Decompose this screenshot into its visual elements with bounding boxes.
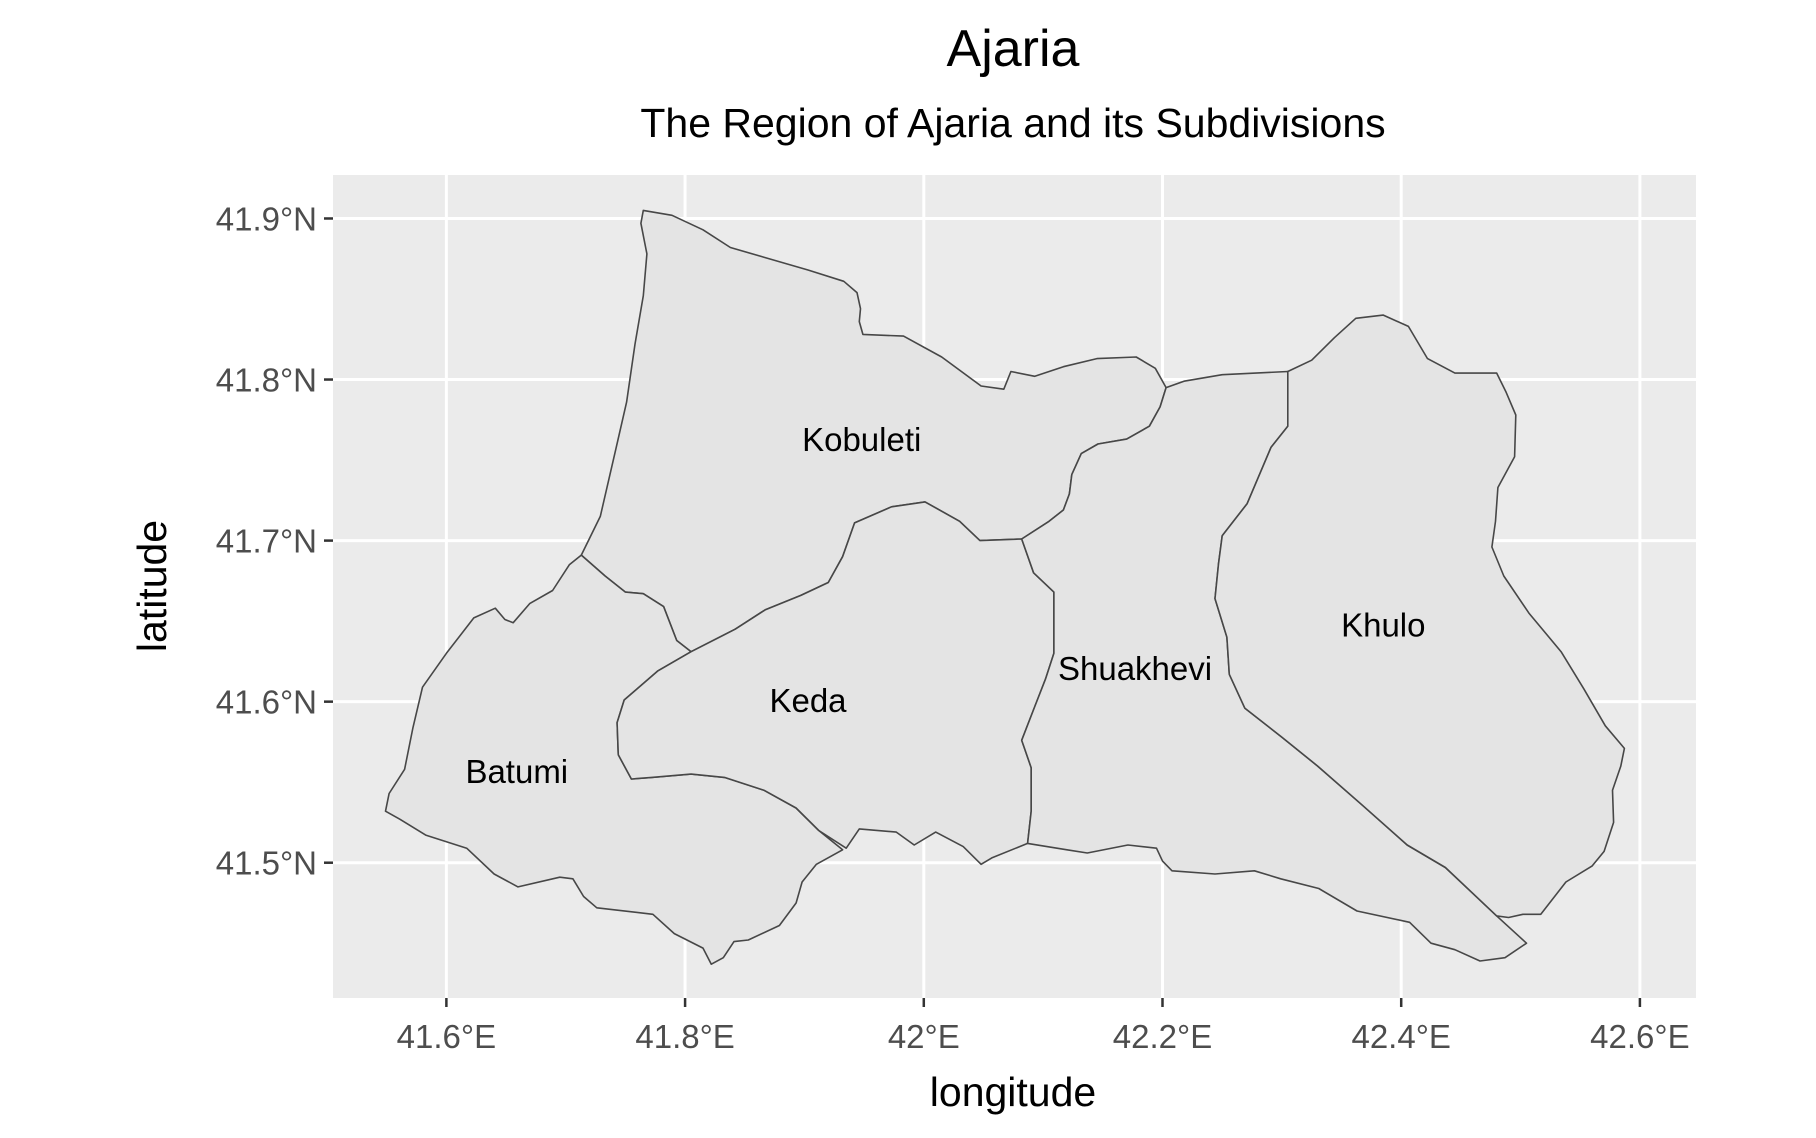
- axis-ticks: 41.6°E 41.8°E 42°E 42.2°E 42.4°E 42.6°E 41.5°N…: [216, 200, 1690, 1055]
- region-label-kobuleti: Kobuleti: [802, 421, 921, 458]
- y-tick-label: 41.9°N: [216, 200, 317, 237]
- x-tick-label: 42.4°E: [1351, 1018, 1450, 1055]
- y-tick-label: 41.8°N: [216, 362, 317, 399]
- x-tick-label: 41.8°E: [635, 1018, 734, 1055]
- region-label-keda: Keda: [769, 682, 847, 719]
- region-polygons: [384, 209, 1626, 965]
- x-tick-label: 42.6°E: [1590, 1018, 1689, 1055]
- map-title: Ajaria: [947, 20, 1080, 78]
- region-label-khulo: Khulo: [1341, 606, 1425, 643]
- x-tick-label: 41.6°E: [397, 1018, 496, 1055]
- x-tick-label: 42.2°E: [1113, 1018, 1212, 1055]
- region-labels: Kobuleti Batumi Keda Shuakhevi Khulo: [465, 421, 1425, 790]
- region-label-shuakhevi: Shuakhevi: [1058, 650, 1212, 687]
- y-tick-label: 41.6°N: [216, 684, 317, 721]
- y-axis-title: latitude: [129, 520, 175, 652]
- x-tick-label: 42°E: [888, 1018, 960, 1055]
- map-subtitle: The Region of Ajaria and its Subdivision…: [640, 100, 1385, 146]
- region-khulo: [1214, 314, 1626, 919]
- y-tick-label: 41.5°N: [216, 845, 317, 882]
- x-axis-title: longitude: [930, 1069, 1096, 1115]
- region-label-batumi: Batumi: [465, 753, 568, 790]
- y-tick-label: 41.7°N: [216, 523, 317, 560]
